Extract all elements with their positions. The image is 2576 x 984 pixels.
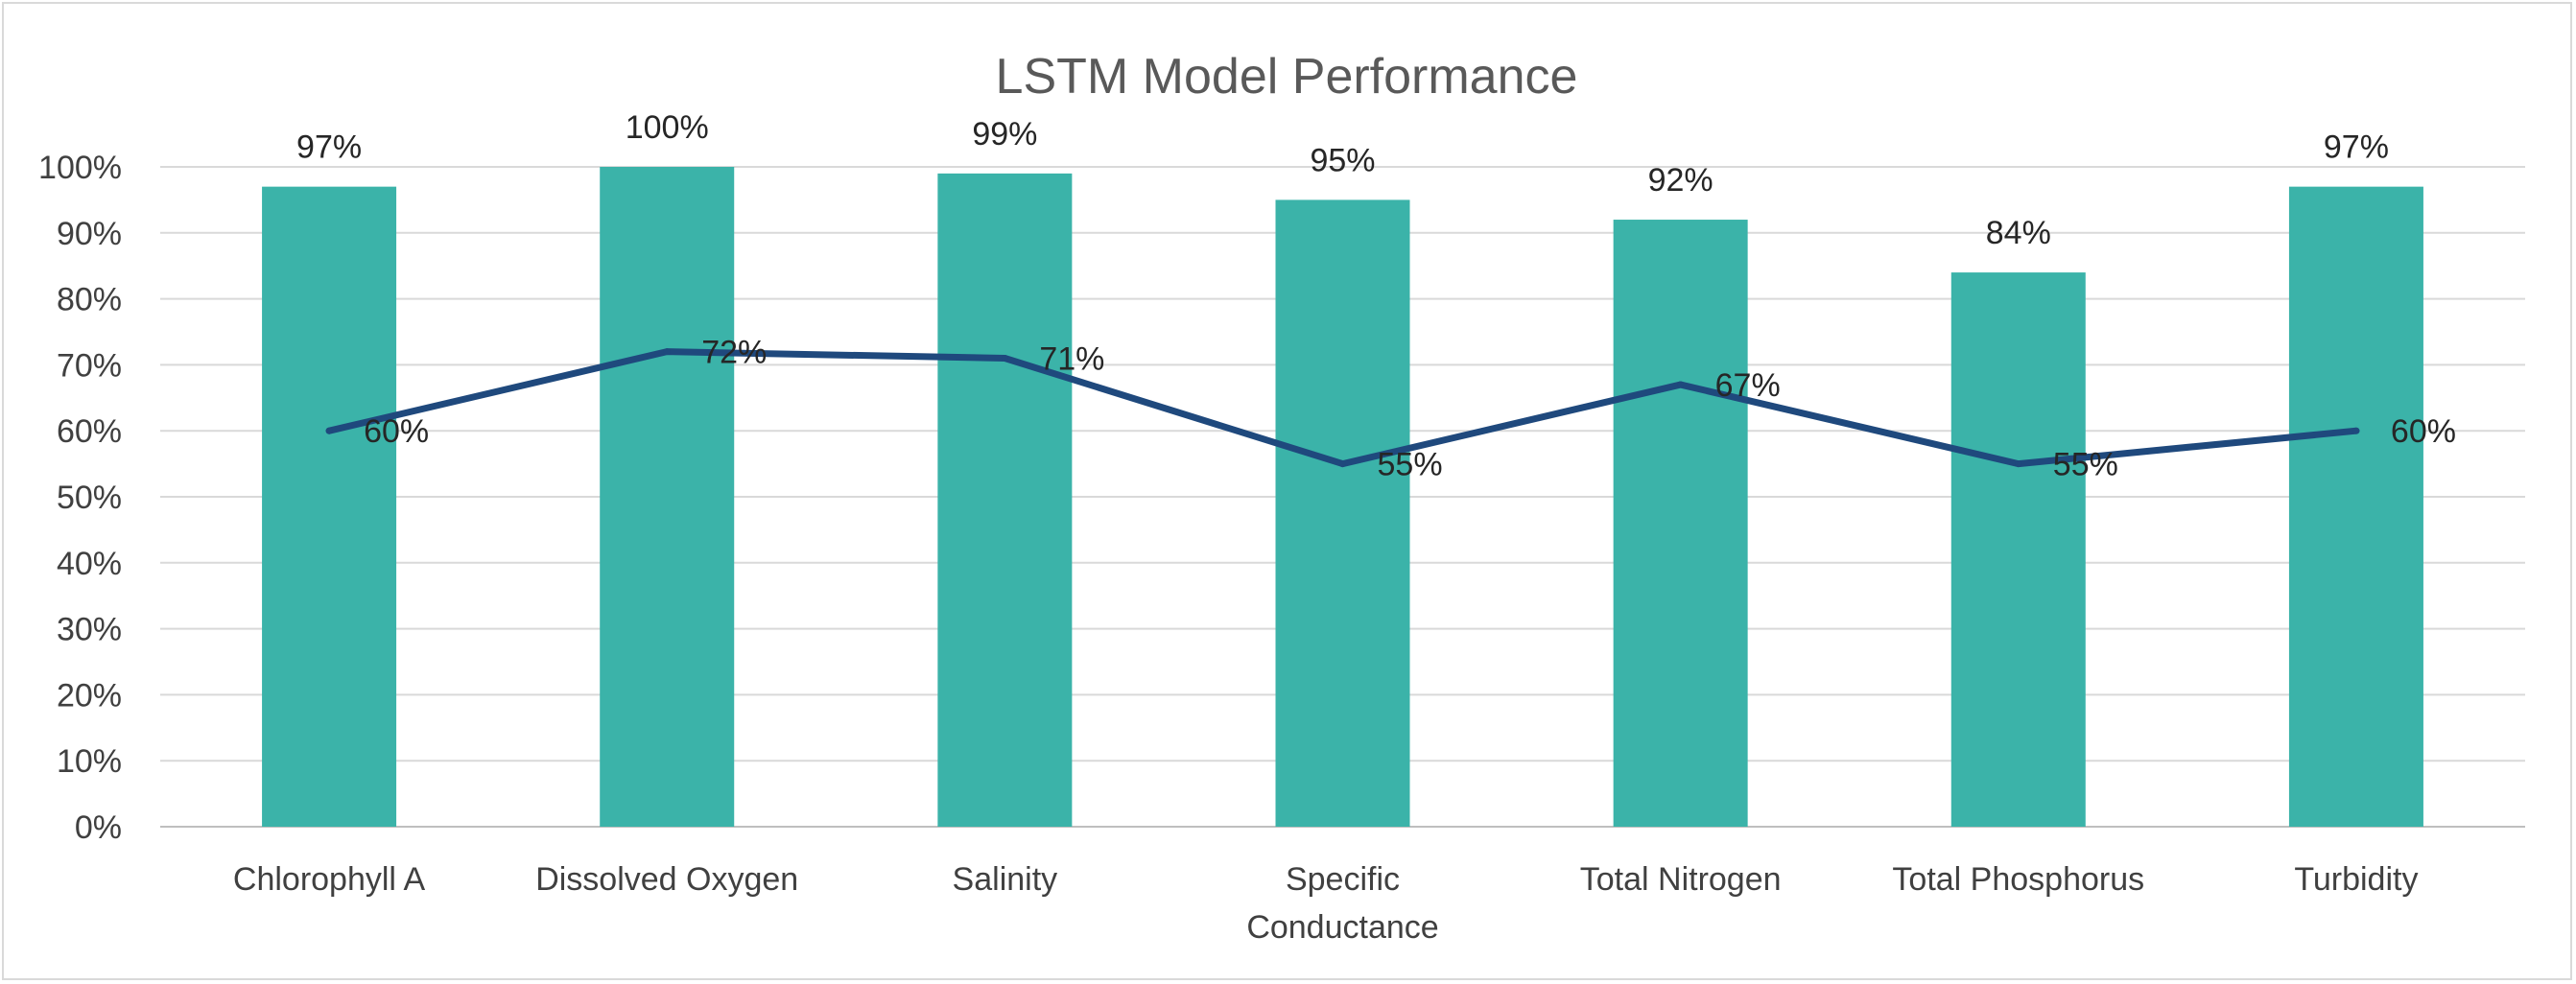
x-category-label: Conductance (1246, 909, 1438, 946)
y-axis-tick-labels: 0% 10% 20% 30% 40% 50% 60% 70% 80% 90% 100% (38, 150, 122, 846)
y-tick-label: 30% (57, 612, 122, 648)
bar-value-label: 100% (626, 109, 709, 146)
y-tick-label: 50% (57, 480, 122, 516)
line-point (663, 348, 671, 356)
line-series (325, 348, 2360, 468)
y-tick-label: 10% (57, 743, 122, 780)
y-tick-label: 60% (57, 413, 122, 450)
bar (937, 173, 1073, 827)
chart-plot: LSTM Model Performance 0% 10% 20% 30% 40% 50%… (38, 49, 2525, 946)
bar (1950, 272, 2086, 828)
bar (2288, 186, 2423, 827)
bar-value-label: 97% (2324, 129, 2389, 166)
bar-value-label: 84% (1986, 215, 2051, 251)
x-category-label: Total Phosphorus (1892, 861, 2144, 898)
bar (1613, 220, 1748, 828)
line-value-label: 60% (364, 413, 429, 450)
x-category-label: Dissolved Oxygen (535, 861, 798, 898)
bar-data-labels: 97% 100% 99% 95% 92% 84% 97% (296, 109, 2389, 251)
y-tick-label: 70% (57, 347, 122, 384)
chart-title: LSTM Model Performance (996, 49, 1578, 105)
line-value-label: 55% (1378, 447, 1443, 483)
line-point (1001, 355, 1008, 363)
line-point (1339, 460, 1346, 468)
x-category-label: Total Nitrogen (1580, 861, 1782, 898)
y-tick-label: 100% (38, 150, 122, 186)
line-value-label: 55% (2053, 447, 2118, 483)
bar (1275, 199, 1410, 827)
line-data-labels: 60% 72% 71% 55% 67% 55% 60% (364, 335, 2456, 483)
y-tick-label: 20% (57, 677, 122, 714)
bar-value-label: 92% (1648, 162, 1713, 199)
y-tick-label: 80% (57, 282, 122, 318)
x-axis-category-labels: Chlorophyll A Dissolved Oxygen Salinity Spe… (233, 861, 2419, 946)
y-tick-label: 0% (75, 809, 122, 846)
y-tick-label: 40% (57, 546, 122, 582)
line-value-label: 71% (1039, 341, 1104, 378)
x-category-label: Chlorophyll A (233, 861, 426, 898)
line-value-label: 67% (1715, 367, 1781, 404)
bar (600, 167, 735, 827)
line-value-label: 60% (2391, 413, 2456, 450)
line-point (2015, 460, 2022, 468)
x-category-label: Salinity (953, 861, 1058, 898)
line-point (2352, 427, 2360, 434)
line-point (1677, 381, 1685, 388)
line-point (325, 427, 333, 434)
bar-value-label: 95% (1310, 142, 1375, 178)
x-category-label: Turbidity (2294, 861, 2418, 898)
bar-series (262, 167, 2423, 828)
line-value-label: 72% (701, 335, 767, 371)
x-category-label: Specific (1286, 861, 1400, 898)
bar (262, 186, 397, 827)
bar-value-label: 97% (296, 129, 362, 166)
y-tick-label: 90% (57, 216, 122, 252)
bar-value-label: 99% (972, 116, 1037, 152)
